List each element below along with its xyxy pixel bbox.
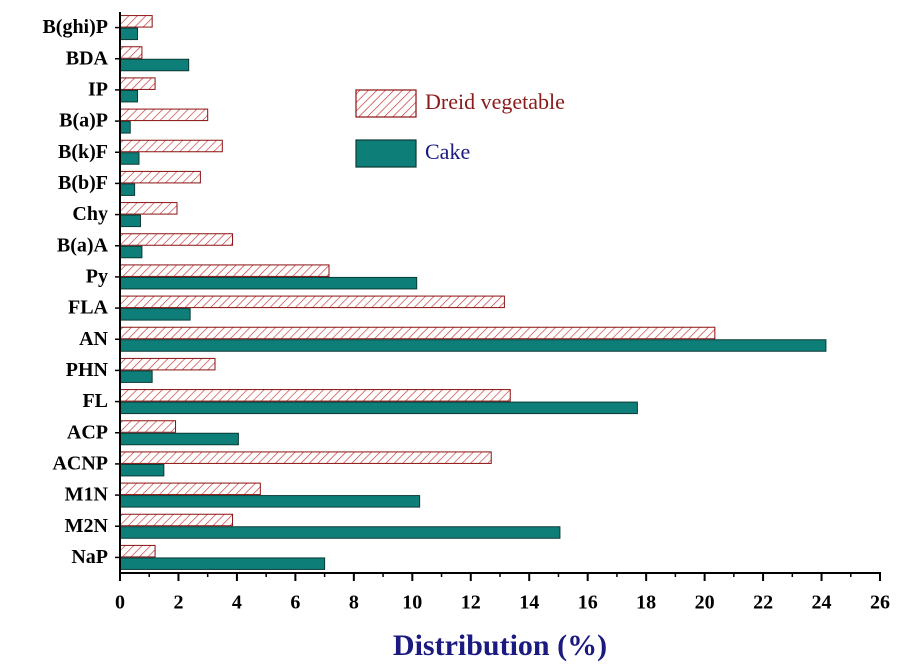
bar: [119, 121, 131, 134]
bar: [119, 233, 234, 246]
bar: [119, 513, 234, 527]
y-tick-label: IP: [88, 79, 108, 101]
y-tick-label: AN: [79, 328, 108, 350]
y-tick-label: B(ghi)P: [42, 16, 108, 38]
x-tick-label: 18: [636, 592, 656, 614]
x-tick-label: 10: [402, 592, 422, 614]
x-tick-label: 20: [695, 592, 715, 614]
legend-label: Cake: [425, 139, 470, 164]
bar: [119, 420, 177, 433]
x-tick-label: 24: [812, 592, 832, 614]
bar: [119, 463, 165, 477]
y-tick-label: FLA: [68, 297, 109, 319]
x-tick-label: 16: [578, 592, 598, 614]
bar: [119, 89, 139, 103]
y-tick-label: B(a)P: [59, 110, 108, 132]
y-tick-label: Py: [86, 266, 108, 288]
bar: [119, 295, 505, 309]
y-tick-label: M2N: [65, 515, 109, 537]
x-tick-label: 22: [753, 592, 773, 614]
bar: [119, 77, 156, 90]
legend-swatch: [355, 89, 417, 118]
bar: [119, 451, 492, 464]
bar: [119, 401, 638, 415]
bar: [119, 46, 143, 59]
bar: [119, 152, 140, 165]
y-tick-label: B(b)F: [58, 172, 108, 194]
bar: [119, 370, 153, 383]
bar: [119, 183, 136, 196]
bar: [119, 276, 418, 290]
y-tick-label: B(a)A: [57, 234, 109, 256]
bar: [119, 389, 511, 402]
y-tick-label: M1N: [65, 484, 109, 506]
legend-label: Dreid vegetable: [425, 89, 565, 114]
x-tick-label: 0: [115, 592, 125, 614]
x-tick-label: 4: [232, 592, 242, 614]
x-axis-title: Distribution (%): [393, 629, 607, 662]
x-tick-label: 2: [173, 592, 183, 614]
legend-swatch: [355, 139, 417, 168]
bar: [119, 308, 191, 321]
bar: [119, 482, 261, 496]
bar: [119, 526, 561, 539]
y-tick-label: PHN: [66, 359, 109, 381]
x-tick-label: 12: [461, 592, 481, 614]
bar: [119, 202, 178, 215]
bar: [119, 27, 139, 41]
bar: [119, 432, 239, 446]
bar: [119, 544, 156, 558]
bar: [119, 357, 216, 371]
x-tick-label: 8: [349, 592, 359, 614]
y-tick-label: Chy: [72, 203, 108, 225]
y-tick-label: FL: [82, 390, 108, 412]
bar: [119, 264, 330, 277]
y-tick-label: NaP: [71, 546, 108, 568]
bar: [119, 245, 143, 259]
x-tick-label: 14: [519, 592, 539, 614]
bar: [119, 495, 421, 508]
bar: [119, 108, 209, 122]
bar: [119, 557, 326, 570]
y-tick-label: ACP: [67, 421, 108, 443]
x-tick-label: 6: [290, 592, 300, 614]
y-tick-label: BDA: [66, 47, 109, 69]
y-tick-label: B(k)F: [58, 141, 108, 163]
bar: [119, 214, 141, 228]
bar: [119, 326, 716, 340]
x-tick-label: 26: [870, 592, 890, 614]
bar: [119, 58, 190, 72]
bar: [119, 15, 153, 28]
bar: [119, 139, 223, 153]
bar: [119, 170, 201, 184]
y-tick-label: ACNP: [52, 453, 108, 475]
bar: [119, 339, 827, 352]
